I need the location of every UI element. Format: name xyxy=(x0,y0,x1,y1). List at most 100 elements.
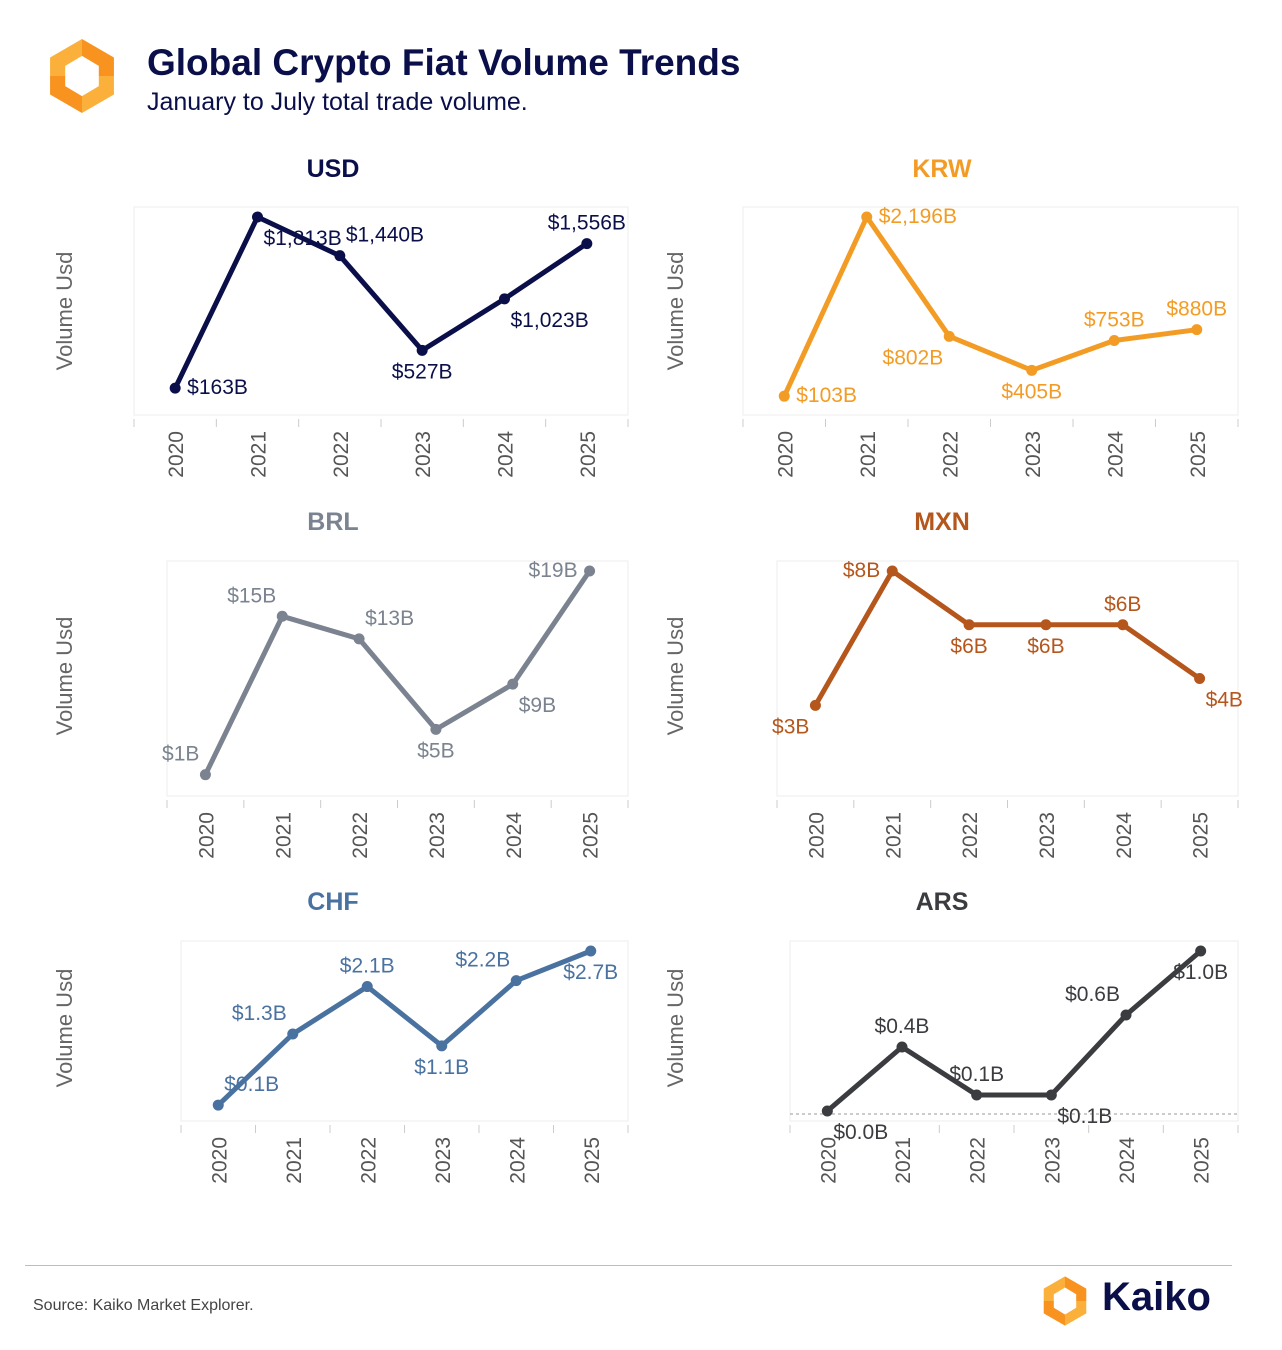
data-label: $1,813B xyxy=(264,227,342,250)
x-tick-label: 2022 xyxy=(939,431,962,478)
data-label: $1,440B xyxy=(346,224,424,247)
data-point xyxy=(943,330,955,342)
data-label: $9B xyxy=(519,694,556,717)
data-point xyxy=(1045,1089,1057,1101)
chart-title: USD xyxy=(307,155,360,183)
data-point xyxy=(821,1105,833,1117)
data-label: $1.3B xyxy=(232,1002,287,1025)
x-tick-label: 2021 xyxy=(892,1137,915,1184)
y-axis-label: Volume Usd xyxy=(663,969,688,1088)
data-label: $2.2B xyxy=(455,949,510,972)
data-label: $5B xyxy=(417,739,454,762)
chart-title: ARS xyxy=(916,888,969,916)
chart-title: BRL xyxy=(307,508,358,536)
chart-title: KRW xyxy=(912,155,972,183)
data-point xyxy=(361,981,373,993)
data-label: $1,023B xyxy=(511,309,589,332)
data-point xyxy=(507,678,519,690)
data-label: $880B xyxy=(1166,298,1227,321)
data-label: $15B xyxy=(227,584,276,607)
data-label: $1.1B xyxy=(414,1056,469,1079)
chart-panel-usd: USD Volume Usd 2020 2021 2022 2023 2024 2025 $16… xyxy=(52,155,629,478)
header: Global Crypto Fiat Volume Trends January… xyxy=(40,30,940,130)
data-point xyxy=(510,975,522,987)
kaiko-mark-icon xyxy=(1043,1276,1087,1326)
data-point xyxy=(896,1041,908,1053)
series-line-ars xyxy=(824,948,1204,1114)
x-tick-label: 2020 xyxy=(774,431,797,478)
data-label: $753B xyxy=(1084,309,1145,332)
data-point xyxy=(1191,324,1203,336)
data-label: $2.1B xyxy=(340,955,395,978)
x-tick-label: 2025 xyxy=(1190,812,1213,859)
data-label: $8B xyxy=(843,559,880,582)
plot-frame xyxy=(133,206,629,416)
series-line-usd xyxy=(172,214,590,391)
brand-logo: Kaiko xyxy=(1036,1271,1236,1331)
data-label: $6B xyxy=(950,635,987,658)
data-label: $4B xyxy=(1206,689,1243,712)
data-point xyxy=(1108,335,1120,347)
x-tick-label: 2023 xyxy=(426,812,449,859)
data-point xyxy=(1026,364,1038,376)
x-tick-label: 2022 xyxy=(959,812,982,859)
series-line-chf xyxy=(215,948,594,1108)
x-tick-label: 2025 xyxy=(1187,431,1210,478)
data-point xyxy=(1120,1009,1132,1021)
data-point xyxy=(416,344,428,356)
data-label: $6B xyxy=(1104,593,1141,616)
x-tick-label: 2022 xyxy=(349,812,372,859)
series-line-krw xyxy=(781,214,1200,399)
x-tick-label: 2023 xyxy=(1041,1137,1064,1184)
y-axis-label: Volume Usd xyxy=(52,617,77,736)
data-label: $527B xyxy=(392,360,453,383)
x-tick-label: 2021 xyxy=(248,431,271,478)
x-tick-label: 2020 xyxy=(208,1137,231,1184)
data-label: $0.1B xyxy=(949,1063,1004,1086)
data-point xyxy=(886,565,898,577)
data-point xyxy=(276,610,288,622)
data-label: $2.7B xyxy=(563,961,618,984)
data-point xyxy=(585,945,597,957)
x-tick-label: 2024 xyxy=(503,812,526,859)
data-label: $802B xyxy=(883,346,944,369)
chart-panel-brl: BRL Volume Usd 2020 2021 2022 2023 2024 2025 $1B… xyxy=(52,508,629,859)
kaiko-logo-icon xyxy=(50,39,114,113)
x-tick-label: 2020 xyxy=(195,812,218,859)
y-axis-label: Volume Usd xyxy=(52,969,77,1088)
x-tick-label: 2020 xyxy=(165,431,188,478)
x-tick-label: 2023 xyxy=(412,431,435,478)
data-label: $0.1B xyxy=(1057,1105,1112,1128)
data-point xyxy=(436,1040,448,1052)
data-label: $0.4B xyxy=(875,1015,930,1038)
data-label: $0.0B xyxy=(833,1121,888,1144)
x-tick-label: 2021 xyxy=(272,812,295,859)
data-label: $2,196B xyxy=(879,205,957,228)
data-point xyxy=(430,723,442,735)
x-tick-label: 2023 xyxy=(1036,812,1059,859)
x-tick-label: 2023 xyxy=(432,1137,455,1184)
y-axis-label: Volume Usd xyxy=(663,617,688,736)
plot-frame xyxy=(789,940,1239,1122)
data-point xyxy=(963,619,975,631)
data-point xyxy=(169,382,181,394)
x-tick-label: 2023 xyxy=(1022,431,1045,478)
chart-panel-chf: CHF Volume Usd 2020 2021 2022 2023 2024 2025 $0.… xyxy=(52,888,629,1184)
data-label: $1,556B xyxy=(548,212,626,235)
data-point xyxy=(581,238,593,250)
plot-frame xyxy=(166,560,629,797)
x-tick-label: 2021 xyxy=(283,1137,306,1184)
page-subtitle: January to July total trade volume. xyxy=(147,88,528,116)
x-tick-label: 2024 xyxy=(1104,431,1127,478)
brand-name: Kaiko xyxy=(1102,1275,1211,1319)
series-line-brl xyxy=(202,568,593,778)
data-point xyxy=(1195,945,1207,957)
x-tick-label: 2025 xyxy=(580,812,603,859)
data-point xyxy=(778,390,790,402)
chart-panel-mxn: MXN Volume Usd 2020 2021 2022 2023 2024 2025 $3B… xyxy=(663,508,1243,859)
data-label: $3B xyxy=(772,715,809,738)
page-title: Global Crypto Fiat Volume Trends xyxy=(147,42,741,83)
data-label: $13B xyxy=(365,607,414,630)
data-label: $6B xyxy=(1027,635,1064,658)
data-label: $0.1B xyxy=(224,1073,279,1096)
